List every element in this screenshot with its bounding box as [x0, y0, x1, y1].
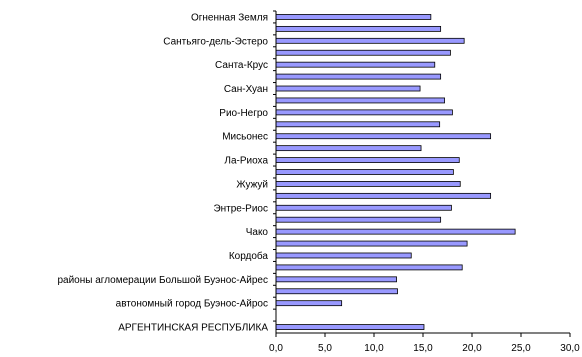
bar [275, 14, 432, 20]
bar [275, 61, 436, 68]
x-tick-label: 5,0 [318, 343, 332, 354]
category-labels: Огненная Земля Сантьяго-дель-Эстеро Санта-… [57, 12, 268, 333]
bar [275, 169, 454, 175]
bar [275, 145, 422, 152]
bar [275, 181, 461, 187]
x-tick-label: 0,0 [269, 343, 283, 354]
category-label: Кордоба [229, 250, 269, 262]
x-tick-labels: 0,0 5,0 10,0 15,0 20,0 25,0 30,0 [269, 343, 580, 354]
bar [275, 300, 343, 307]
category-label: Мисьонес [222, 132, 268, 143]
bar [275, 240, 468, 247]
bar [275, 97, 445, 104]
bar [275, 216, 442, 223]
bar [275, 288, 398, 295]
x-tick-label: 30,0 [560, 343, 580, 354]
category-label: Санта-Крус [215, 60, 268, 71]
category-label: Сан-Хуан [224, 84, 268, 95]
bar [275, 252, 412, 259]
category-label: АРГЕНТИНСКАЯ РЕСПУБЛИКА [118, 323, 268, 334]
bar [275, 276, 397, 283]
category-label: Рио-Негро [219, 108, 268, 119]
bar [275, 25, 442, 32]
category-label: Сантьяго-дель-Эстеро [163, 36, 268, 47]
category-label: Ла-Риоха [224, 156, 268, 167]
bars [275, 14, 516, 330]
bar [275, 228, 516, 235]
bar [275, 324, 425, 330]
category-label: Жужуй [236, 179, 268, 190]
bar [275, 37, 465, 44]
bar [275, 85, 421, 92]
x-tick-label: 20,0 [462, 343, 482, 354]
x-tick-label: 10,0 [364, 343, 384, 354]
axes [273, 10, 571, 337]
bar [275, 157, 460, 163]
bar [275, 264, 463, 271]
category-label: Огненная Земля [191, 12, 268, 23]
bar [275, 121, 441, 128]
bar [275, 204, 452, 211]
category-label: районы агломерации Большой Буэнос-Айрес [57, 275, 268, 286]
category-label: Чако [246, 227, 269, 238]
bar [275, 73, 442, 80]
category-label: автономный город Буэнос-Айрос [116, 299, 268, 310]
bar [275, 133, 492, 140]
bar [275, 192, 492, 199]
bar [275, 109, 453, 116]
x-tick-label: 25,0 [511, 343, 531, 354]
category-label: Энтре-Риос [213, 203, 268, 214]
bar [275, 49, 451, 56]
x-tick-label: 15,0 [413, 343, 433, 354]
